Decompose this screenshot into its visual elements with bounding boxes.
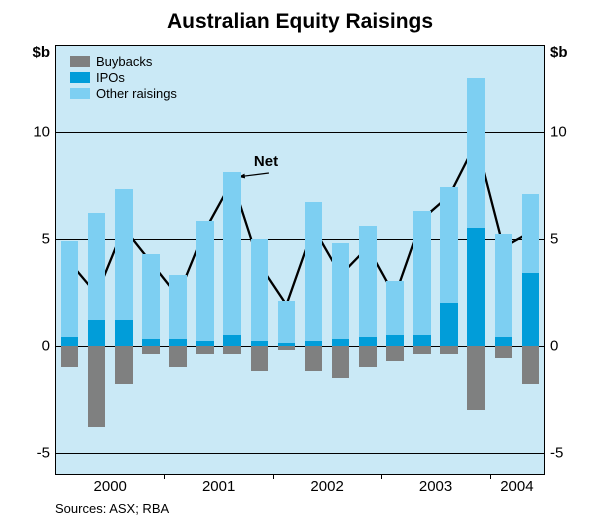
bar-group (278, 46, 296, 474)
bar-other (115, 189, 133, 320)
y-tick-label-left: -5 (37, 444, 50, 461)
bar-other (332, 243, 350, 339)
bar-other (359, 226, 377, 337)
x-tick (273, 474, 274, 479)
bar-group (467, 46, 485, 474)
y-axis-unit-right: $b (550, 44, 568, 61)
bar-other (413, 211, 431, 335)
bar-ipos (223, 335, 241, 346)
bar-group (251, 46, 269, 474)
bar-ipos (61, 337, 79, 346)
y-tick-label-right: -5 (550, 444, 563, 461)
y-tick-label-right: 0 (550, 337, 558, 354)
bar-buybacks (332, 346, 350, 378)
bar-other (305, 202, 323, 341)
bar-ipos (142, 339, 160, 345)
bar-buybacks (359, 346, 377, 367)
bar-ipos (115, 320, 133, 346)
bar-other (495, 234, 513, 337)
bar-group (495, 46, 513, 474)
bar-group (305, 46, 323, 474)
bar-group (142, 46, 160, 474)
x-tick (490, 474, 491, 479)
bar-buybacks (169, 346, 187, 367)
bar-buybacks (61, 346, 79, 367)
bar-group (115, 46, 133, 474)
x-tick (164, 474, 165, 479)
bar-group (359, 46, 377, 474)
bar-ipos (251, 341, 269, 345)
bar-ipos (332, 339, 350, 345)
bar-other (142, 254, 160, 340)
bar-ipos (522, 273, 540, 346)
bar-buybacks (278, 346, 296, 350)
bar-group (440, 46, 458, 474)
bar-other (386, 281, 404, 335)
bar-ipos (196, 341, 214, 345)
bar-ipos (440, 303, 458, 346)
bar-other (522, 194, 540, 273)
bar-group (332, 46, 350, 474)
net-line (70, 142, 531, 305)
bar-other (278, 301, 296, 344)
bar-buybacks (251, 346, 269, 372)
y-tick-label-left: 0 (42, 337, 50, 354)
bar-buybacks (223, 346, 241, 355)
y-tick-label-left: 5 (42, 230, 50, 247)
bar-buybacks (467, 346, 485, 410)
x-axis-label: 2000 (94, 478, 127, 495)
bar-ipos (359, 337, 377, 346)
bar-other (169, 275, 187, 339)
y-tick-label-right: 5 (550, 230, 558, 247)
x-tick (381, 474, 382, 479)
bar-group (169, 46, 187, 474)
bar-group (223, 46, 241, 474)
bar-buybacks (142, 346, 160, 355)
bar-buybacks (413, 346, 431, 355)
bar-group (61, 46, 79, 474)
bar-group (386, 46, 404, 474)
x-axis-label: 2003 (419, 478, 452, 495)
y-tick-label-right: 10 (550, 123, 567, 140)
bar-group (88, 46, 106, 474)
plot-area: $b $b BuybacksIPOsOther raisings Net -5-… (55, 45, 545, 475)
bar-other (223, 172, 241, 335)
sources-text: Sources: ASX; RBA (55, 501, 169, 516)
bar-ipos (467, 228, 485, 346)
bar-other (440, 187, 458, 303)
bar-ipos (169, 339, 187, 345)
bar-other (251, 239, 269, 342)
bar-buybacks (115, 346, 133, 385)
bar-ipos (495, 337, 513, 346)
bar-buybacks (522, 346, 540, 385)
bar-group (196, 46, 214, 474)
bar-ipos (305, 341, 323, 345)
chart-title: Australian Equity Raisings (0, 0, 600, 34)
bar-other (196, 221, 214, 341)
bar-buybacks (196, 346, 214, 355)
bar-ipos (386, 335, 404, 346)
bar-other (61, 241, 79, 337)
bar-ipos (88, 320, 106, 346)
bar-ipos (278, 343, 296, 345)
bar-buybacks (386, 346, 404, 361)
bar-other (467, 78, 485, 228)
y-axis-unit-left: $b (32, 44, 50, 61)
bar-ipos (413, 335, 431, 346)
bar-group (413, 46, 431, 474)
bar-buybacks (305, 346, 323, 372)
x-axis-label: 2001 (202, 478, 235, 495)
chart-container: Australian Equity Raisings $b $b Buyback… (0, 0, 600, 522)
y-tick-label-left: 10 (33, 123, 50, 140)
bar-group (522, 46, 540, 474)
x-axis-label: 2002 (310, 478, 343, 495)
x-axis-label: 2004 (500, 478, 533, 495)
bar-buybacks (440, 346, 458, 355)
bar-other (88, 213, 106, 320)
legend-label: Other raisings (96, 86, 177, 101)
bar-buybacks (495, 346, 513, 359)
bar-buybacks (88, 346, 106, 427)
